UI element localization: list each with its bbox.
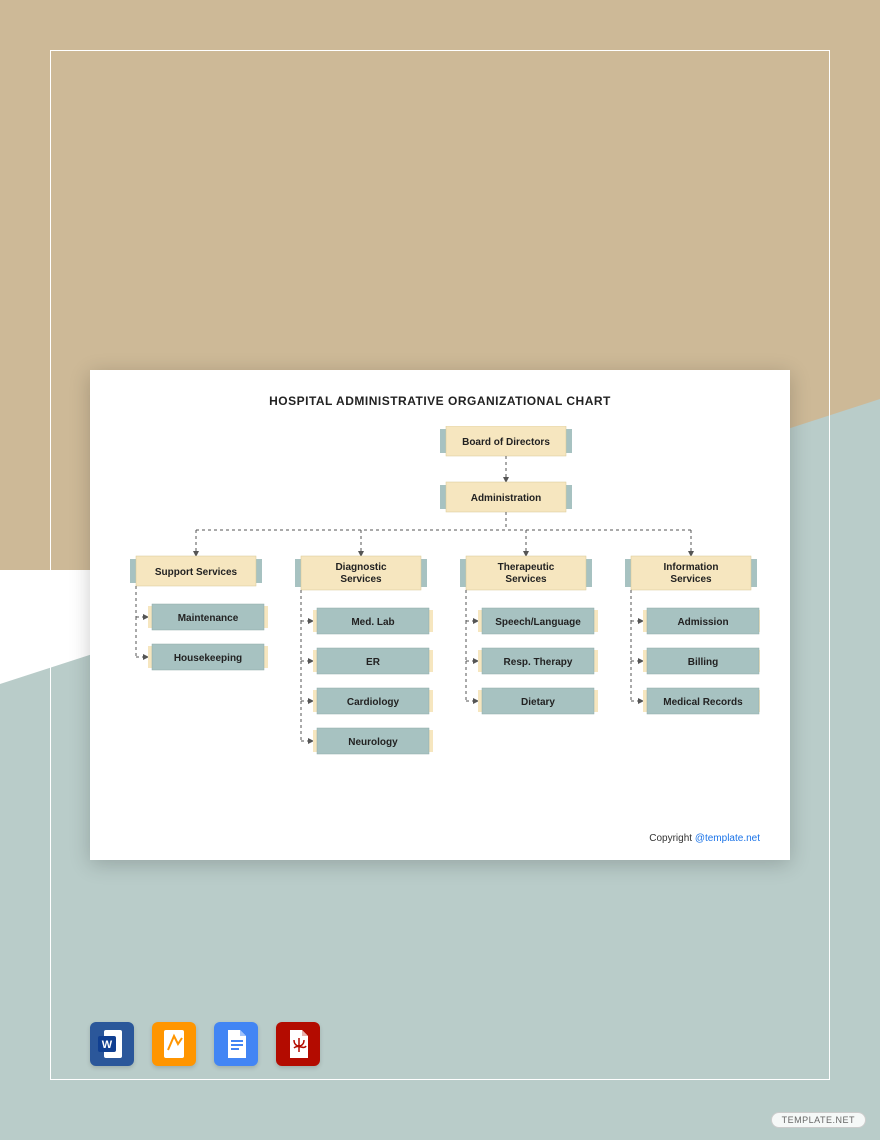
svg-text:Medical Records: Medical Records [663, 697, 743, 708]
svg-text:Maintenance: Maintenance [178, 613, 239, 624]
svg-text:Administration: Administration [471, 493, 542, 504]
svg-text:Resp. Therapy: Resp. Therapy [504, 657, 573, 668]
svg-text:Board of Directors: Board of Directors [462, 437, 550, 448]
document-preview: HOSPITAL ADMINISTRATIVE ORGANIZATIONAL C… [90, 370, 790, 860]
svg-text:ER: ER [366, 657, 381, 668]
word-icon[interactable]: W [90, 1022, 134, 1066]
svg-text:Services: Services [505, 574, 547, 585]
format-icons-row: W [90, 1022, 320, 1066]
svg-text:Housekeeping: Housekeeping [174, 653, 242, 664]
pages-icon[interactable] [152, 1022, 196, 1066]
svg-text:Cardiology: Cardiology [347, 697, 400, 708]
svg-text:Support Services: Support Services [155, 567, 238, 578]
copyright-prefix: Copyright [649, 833, 695, 844]
svg-text:Neurology: Neurology [348, 737, 398, 748]
gdocs-icon[interactable] [214, 1022, 258, 1066]
pdf-icon[interactable] [276, 1022, 320, 1066]
svg-text:Admission: Admission [677, 617, 728, 628]
svg-text:Services: Services [670, 574, 712, 585]
svg-text:Billing: Billing [688, 657, 719, 668]
watermark-badge: TEMPLATE.NET [771, 1112, 866, 1128]
chart-title: HOSPITAL ADMINISTRATIVE ORGANIZATIONAL C… [120, 394, 760, 408]
svg-text:Med. Lab: Med. Lab [351, 617, 394, 628]
svg-text:Dietary: Dietary [521, 697, 555, 708]
svg-text:Information: Information [664, 562, 719, 573]
svg-text:Diagnostic: Diagnostic [335, 562, 387, 573]
svg-text:Therapeutic: Therapeutic [498, 562, 555, 573]
copyright-link[interactable]: @template.net [695, 833, 760, 844]
org-chart: Board of Directors Administration Support … [120, 426, 760, 826]
svg-text:Speech/Language: Speech/Language [495, 617, 581, 628]
copyright-text: Copyright @template.net [649, 833, 760, 844]
svg-text:Services: Services [340, 574, 382, 585]
svg-text:W: W [102, 1039, 113, 1051]
